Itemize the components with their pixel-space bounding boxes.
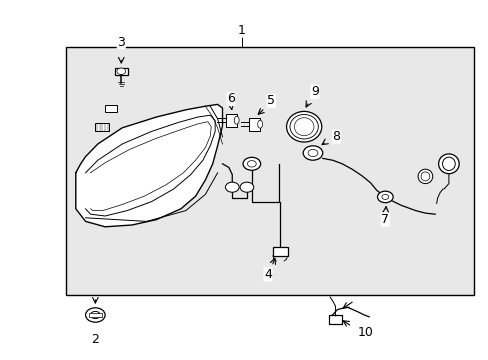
Circle shape [381,194,388,199]
Text: 3: 3 [117,36,125,49]
Circle shape [243,157,260,170]
Text: 9: 9 [310,85,318,98]
Bar [249,118,260,131]
Ellipse shape [442,157,454,171]
FancyBboxPatch shape [328,315,341,324]
FancyBboxPatch shape [105,105,117,112]
Ellipse shape [438,154,458,174]
Bar [66,47,473,295]
FancyBboxPatch shape [95,123,109,131]
Bar [225,114,236,127]
Circle shape [307,149,317,157]
Circle shape [303,146,322,160]
Ellipse shape [417,169,432,184]
Circle shape [90,311,100,319]
Bar [115,68,127,75]
Circle shape [247,161,256,167]
Text: 5: 5 [267,94,275,107]
Circle shape [377,191,392,203]
Text: 10: 10 [357,327,373,339]
Ellipse shape [257,120,262,128]
Text: 6: 6 [226,93,234,105]
Ellipse shape [289,114,318,139]
Ellipse shape [234,116,239,124]
Ellipse shape [420,172,429,181]
Circle shape [85,308,105,322]
Text: 2: 2 [91,333,99,346]
Circle shape [225,182,239,192]
Polygon shape [76,104,222,227]
Text: 8: 8 [332,130,340,143]
Text: 1: 1 [238,24,245,37]
Ellipse shape [286,111,321,142]
Text: 7: 7 [381,213,388,226]
Circle shape [117,68,125,75]
Text: 4: 4 [264,268,271,281]
Bar [89,313,102,317]
Bar [272,247,287,256]
Ellipse shape [294,118,313,136]
Circle shape [240,182,253,192]
